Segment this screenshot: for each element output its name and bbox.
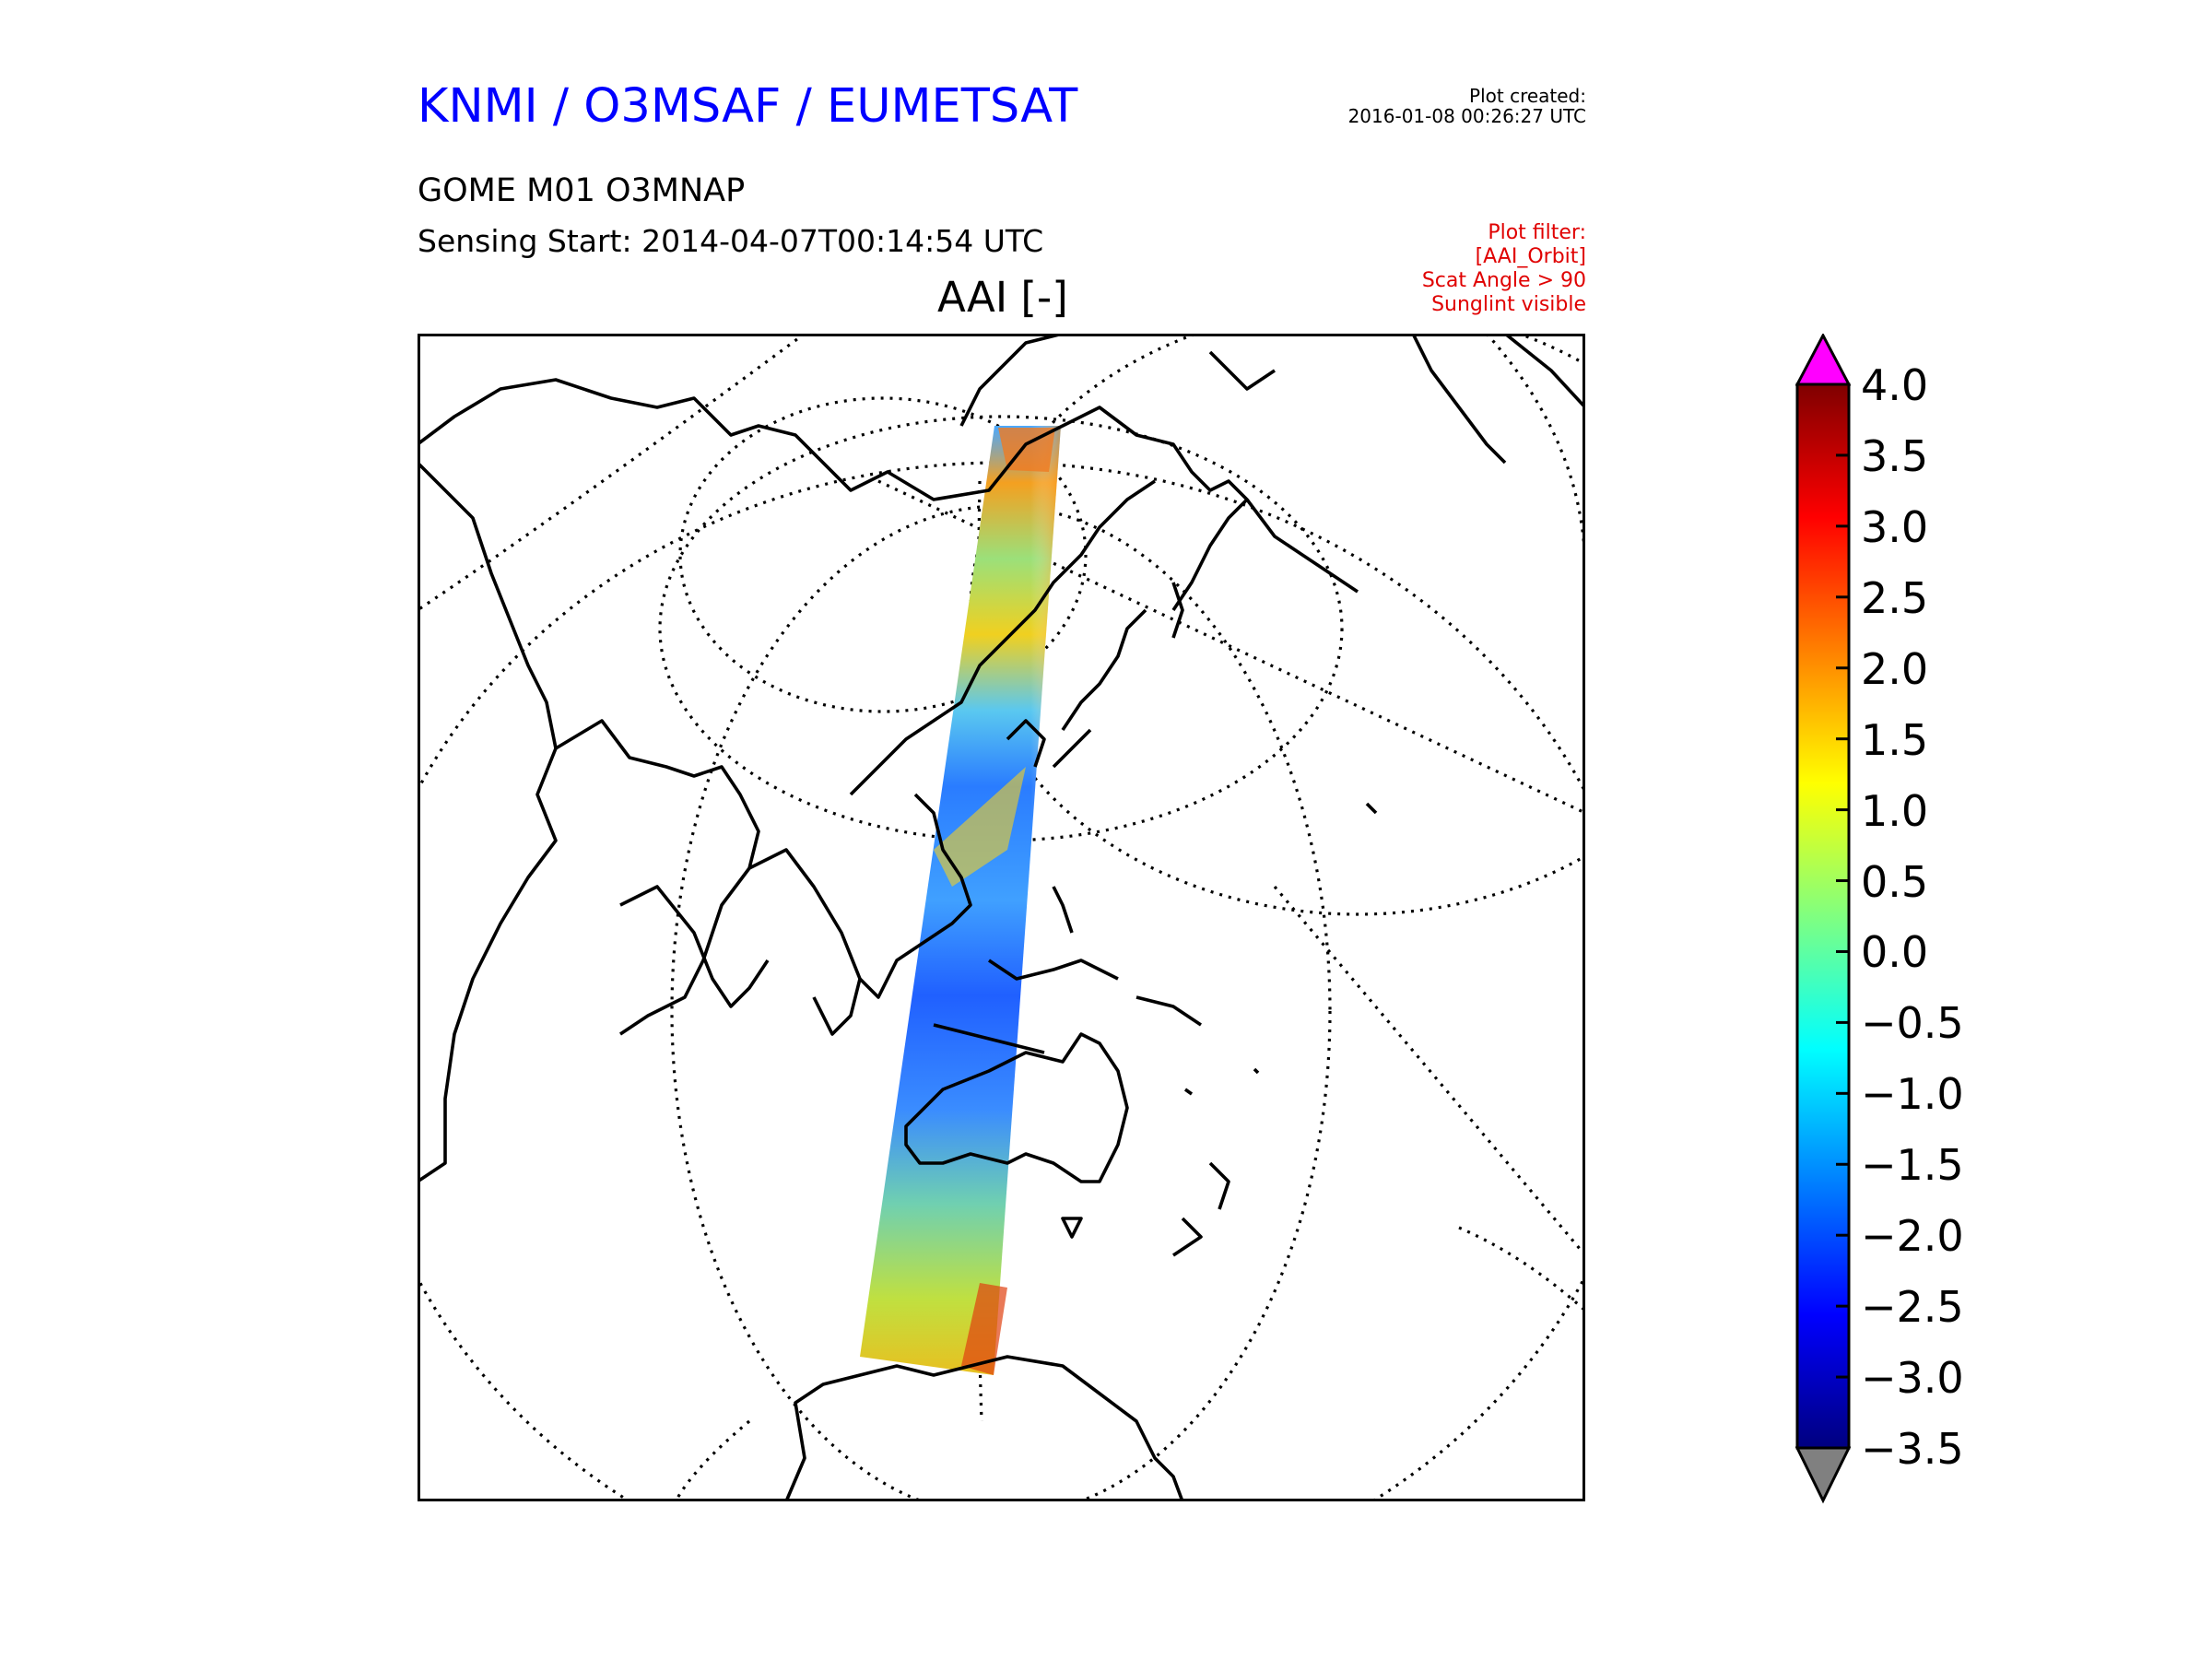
sensing-start: Sensing Start: 2014-04-07T00:14:54 UTC bbox=[418, 223, 1044, 259]
map-title: AAI [-] bbox=[937, 273, 1068, 322]
colorbar-tick-label: −1.0 bbox=[1861, 1069, 1964, 1120]
colorbar-tick-label: −3.5 bbox=[1861, 1424, 1964, 1474]
colorbar-tick-label: 1.5 bbox=[1861, 714, 1929, 765]
colorbar-over-arrow bbox=[1795, 334, 1851, 386]
colorbar-tick-label: 0.0 bbox=[1861, 927, 1929, 978]
colorbar-tick-label: −1.5 bbox=[1861, 1140, 1964, 1191]
colorbar-tick-label: 3.5 bbox=[1861, 430, 1929, 481]
plot-filter-item: Scat Angle > 90 bbox=[1421, 269, 1586, 292]
colorbar-tick-label: −2.5 bbox=[1861, 1282, 1964, 1333]
colorbar-tick-label: 2.0 bbox=[1861, 643, 1929, 694]
colorbar-tick-label: 1.0 bbox=[1861, 785, 1929, 836]
plot-filter-item: Sunglint visible bbox=[1431, 293, 1586, 316]
map-panel bbox=[418, 334, 1585, 1501]
colorbar-tick-label: −3.0 bbox=[1861, 1353, 1964, 1404]
colorbar-under-arrow bbox=[1795, 1446, 1851, 1504]
colorbar-gradient bbox=[1795, 382, 1851, 1450]
product-label: GOME M01 O3MNAP bbox=[418, 172, 746, 209]
colorbar-tick-label: −2.0 bbox=[1861, 1211, 1964, 1262]
plot-created-label: Plot created: bbox=[1469, 85, 1586, 107]
colorbar bbox=[1795, 334, 1851, 1504]
plot-filter-heading: Plot filter: bbox=[1488, 221, 1586, 244]
colorbar-tick-label: 3.0 bbox=[1861, 501, 1929, 552]
plot-created-time: 2016-01-08 00:26:27 UTC bbox=[1347, 105, 1586, 127]
colorbar-tick-label: 4.0 bbox=[1861, 360, 1929, 410]
colorbar-tick-label: 0.5 bbox=[1861, 856, 1929, 907]
aai-swath bbox=[860, 426, 1061, 1375]
colorbar-tick-label: −0.5 bbox=[1861, 998, 1964, 1049]
colorbar-tick-label: 2.5 bbox=[1861, 572, 1929, 623]
coastlines bbox=[418, 334, 1585, 1501]
header-title: KNMI / O3MSAF / EUMETSAT bbox=[418, 79, 1078, 134]
plot-filter-item: [AAI_Orbit] bbox=[1475, 245, 1586, 268]
map-frame bbox=[418, 334, 1585, 1501]
